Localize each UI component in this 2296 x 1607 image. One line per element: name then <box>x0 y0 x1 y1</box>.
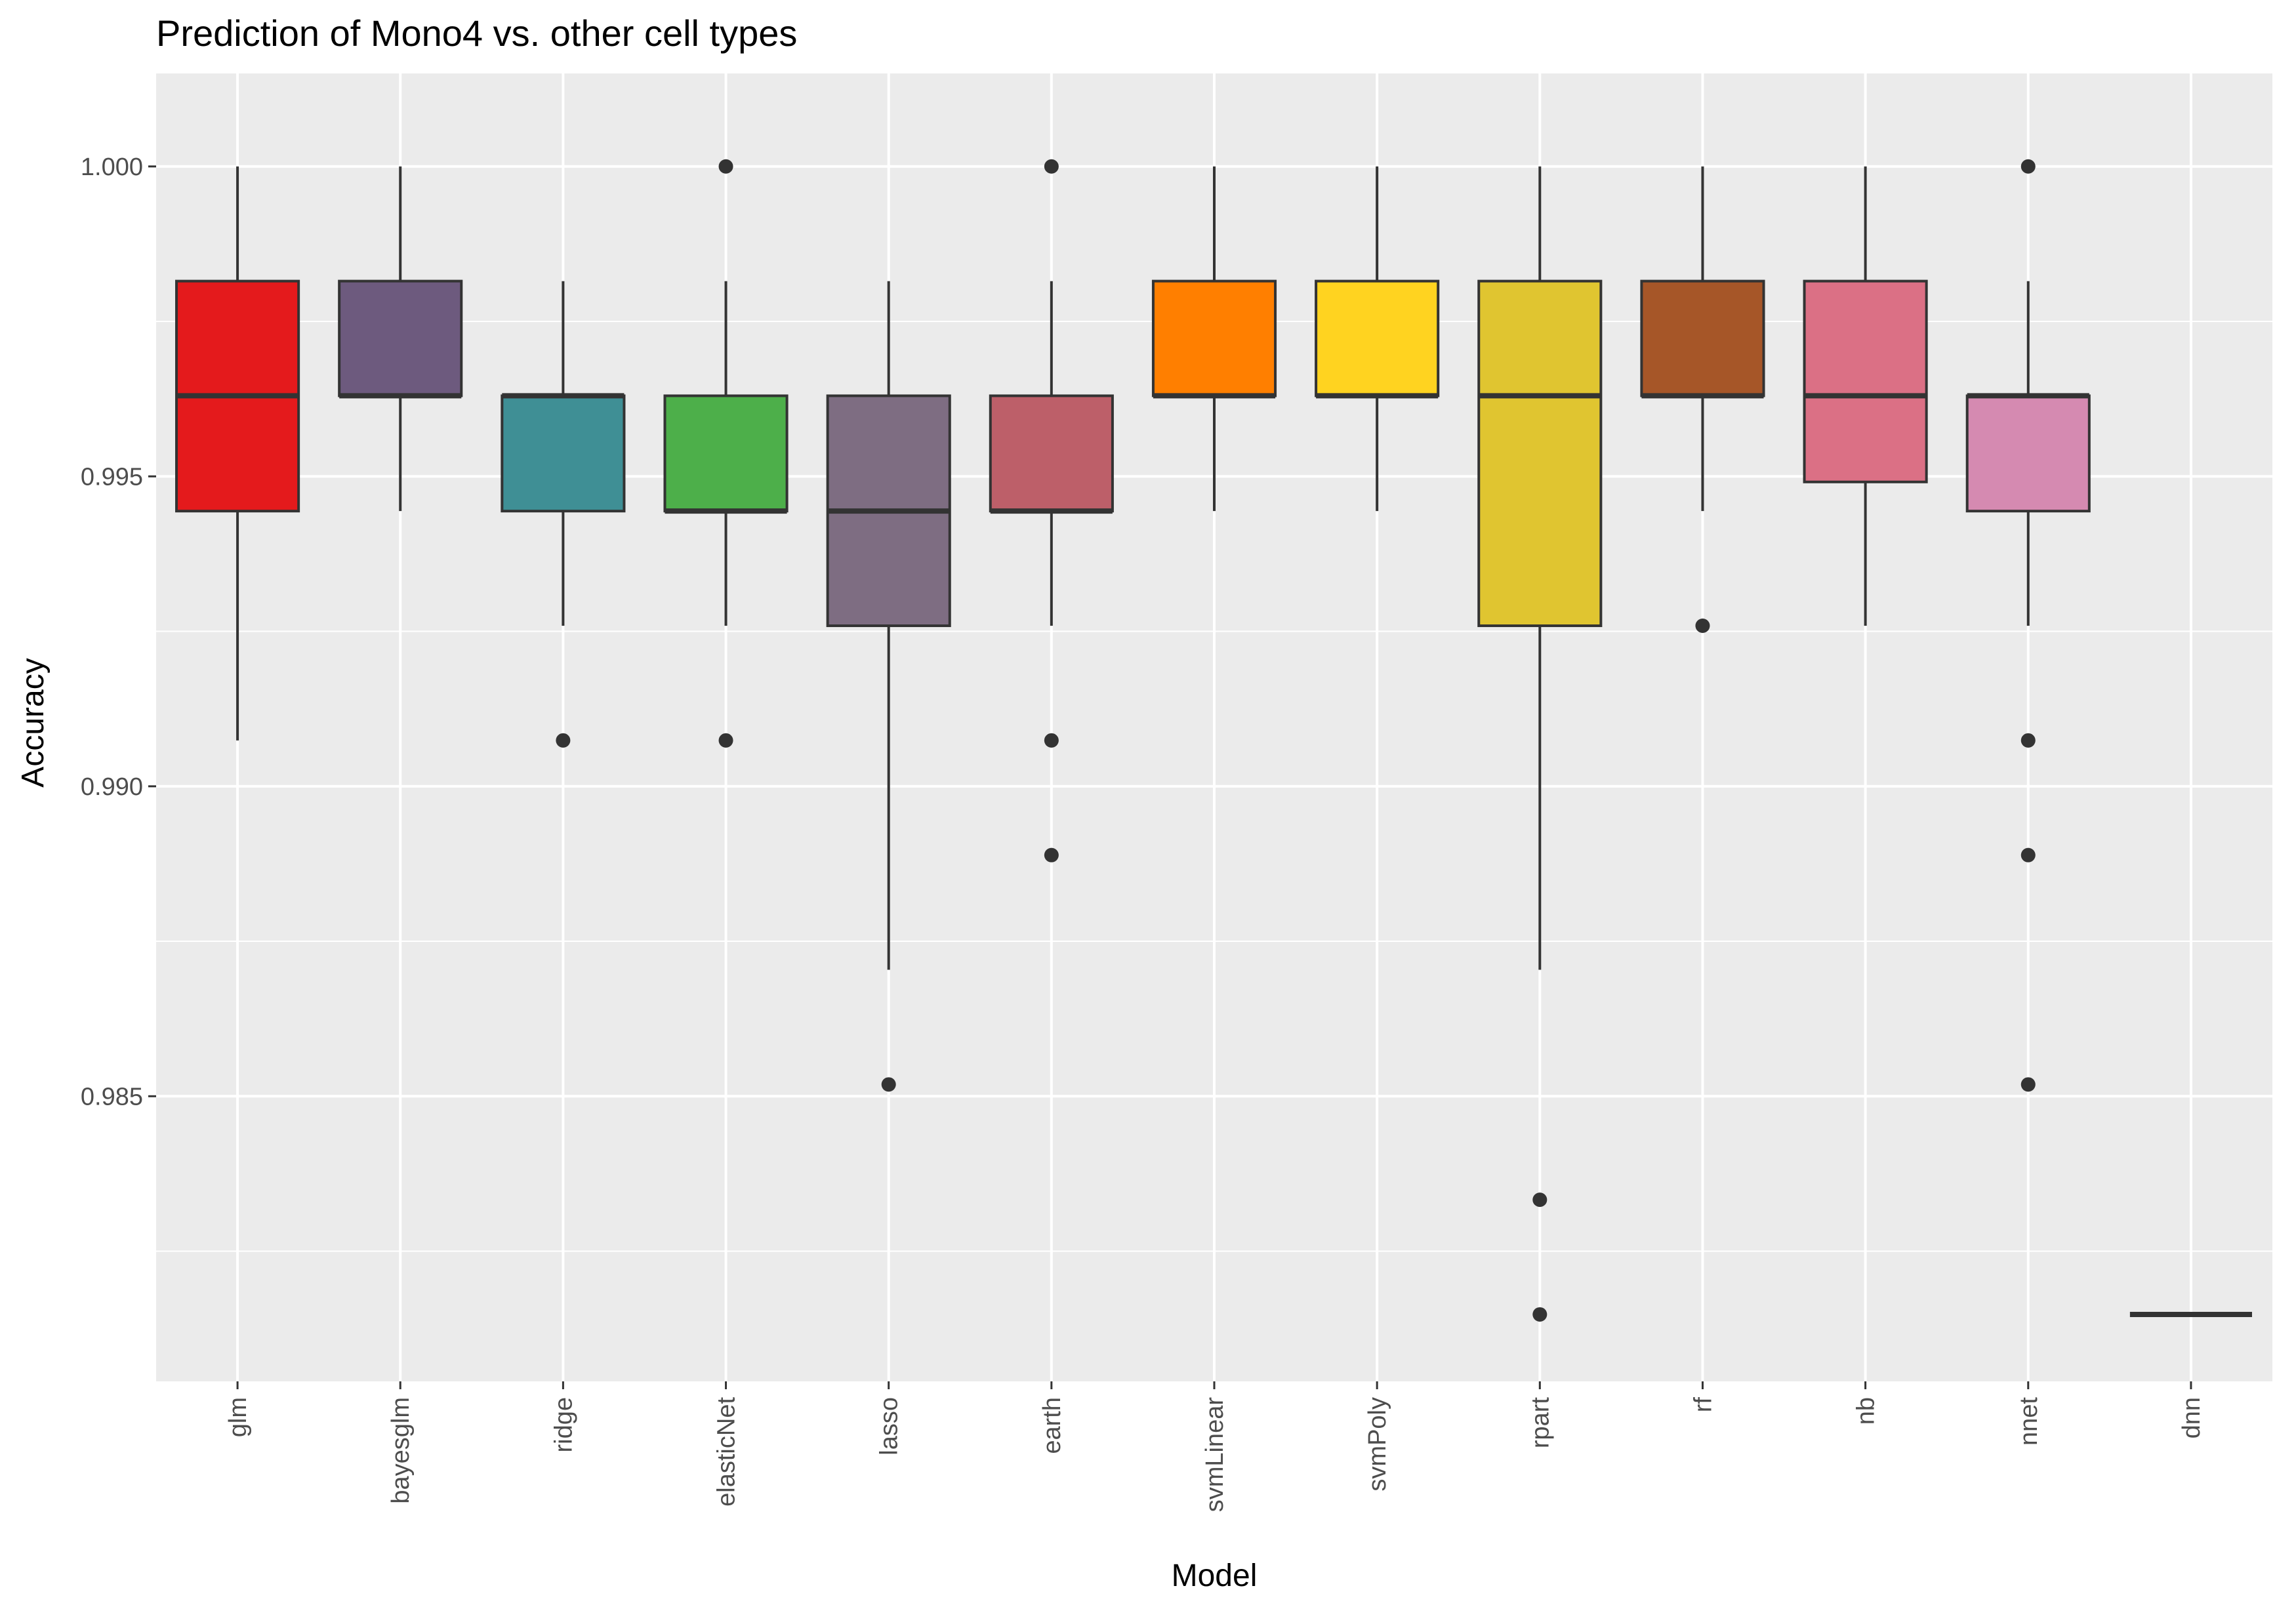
box-bayesglm <box>338 166 463 512</box>
box-iqr <box>501 394 626 513</box>
y-tick-label: 0.985 <box>81 1083 143 1110</box>
box-svmPoly <box>1315 166 1440 512</box>
box-nb <box>1803 166 1928 626</box>
chart-title: Prediction of Mono4 vs. other cell types <box>156 12 797 54</box>
box-nnet <box>1965 159 2091 1092</box>
box-iqr <box>1965 394 2091 513</box>
box-iqr <box>1803 279 1928 483</box>
x-axis-ticks: glm bayesglm ridge elasticNet lasso earth svmL… <box>224 1381 2205 1512</box>
outlier-point <box>881 1077 896 1092</box>
box-elasticNet <box>663 159 789 748</box>
outlier-point <box>1695 619 1710 634</box>
box-iqr <box>1477 279 1603 628</box>
outlier-point <box>718 159 733 174</box>
y-tick-label: 1.000 <box>81 153 143 181</box>
box-svmLinear <box>1151 166 1277 512</box>
x-tick-label: rpart <box>1527 1397 1554 1449</box>
x-tick-label: nnet <box>2015 1397 2043 1446</box>
box-earth <box>989 159 1114 863</box>
box-glm <box>175 166 300 741</box>
outlier-point <box>1532 1192 1548 1208</box>
boxplot-layer <box>175 159 2252 1322</box>
box-iqr <box>663 394 789 513</box>
x-tick-label: earth <box>1038 1397 1066 1454</box>
y-axis-title: Accuracy <box>16 658 51 787</box>
box-iqr <box>989 394 1114 513</box>
box-iqr <box>1315 279 1440 397</box>
x-tick-label: ridge <box>550 1397 577 1453</box>
outlier-point <box>1044 733 1059 748</box>
outlier-point <box>1044 847 1059 863</box>
x-tick-label: nb <box>1853 1397 1880 1425</box>
x-tick-label: rf <box>1689 1397 1717 1413</box>
outlier-point <box>2020 159 2036 174</box>
y-axis-ticks: 0.985 0.990 0.995 1.000 <box>81 153 156 1110</box>
outlier-point <box>2020 1077 2036 1092</box>
outlier-point <box>1044 159 1059 174</box>
box-lasso <box>826 281 951 1092</box>
outlier-point <box>718 733 733 748</box>
outlier-point <box>2020 847 2036 863</box>
x-tick-label: svmLinear <box>1201 1397 1229 1513</box>
outlier-point <box>556 733 571 748</box>
box-ridge <box>501 281 626 748</box>
y-tick-label: 0.995 <box>81 463 143 491</box>
outlier-point <box>2020 733 2036 748</box>
x-tick-label: bayesglm <box>387 1397 415 1504</box>
x-tick-label: elasticNet <box>713 1397 741 1507</box>
box-iqr <box>1151 279 1277 397</box>
x-tick-label: svmPoly <box>1364 1397 1391 1492</box>
box-iqr <box>1640 279 1765 397</box>
x-tick-label: glm <box>224 1397 252 1437</box>
x-tick-label: lasso <box>876 1397 903 1455</box>
y-tick-label: 0.990 <box>81 773 143 801</box>
outlier-point <box>1532 1307 1548 1322</box>
box-rf <box>1640 166 1765 634</box>
box-iqr <box>338 279 463 397</box>
x-axis-title: Model <box>1172 1558 1258 1593</box>
x-tick-label: dnn <box>2178 1397 2205 1438</box>
box-rpart <box>1477 166 1603 1322</box>
